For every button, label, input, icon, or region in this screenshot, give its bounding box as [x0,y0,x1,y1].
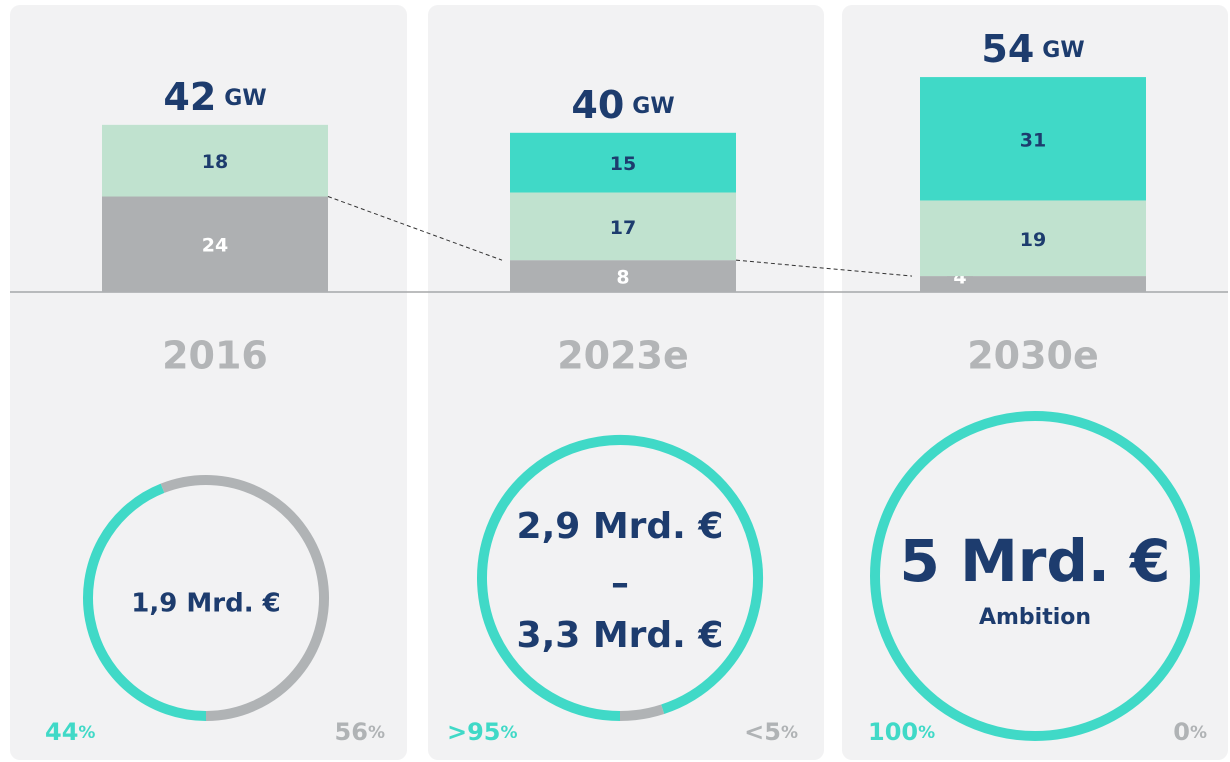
donut-arc [477,435,763,721]
bar-segment [920,200,1146,277]
total-label: 54 GW [981,27,1084,71]
donut-arc [160,475,329,721]
total-unit: GW [1042,38,1084,63]
percent-number: <5 [744,718,781,746]
donut-arc [83,483,207,721]
donut-arc [870,411,1200,741]
center-label: 1,9 Mrd. € [131,589,280,619]
total-value: 40 [571,82,624,126]
segment-label: 24 [202,235,228,257]
bar-segment [510,132,736,193]
segment-label: 8 [616,267,629,289]
year-label: 2016 [162,334,268,378]
bar-segment [102,196,328,292]
bar-segment [510,260,736,292]
segment-label: 17 [610,217,636,239]
center-label: – [611,563,629,604]
year-label: 2023e [557,334,689,378]
percent-unit: % [918,723,935,743]
segment-label: 31 [1020,129,1046,151]
percent-number: 0 [1173,718,1190,746]
percent-label: <5% [744,718,798,746]
percent-unit: % [501,723,518,743]
total-value: 54 [981,27,1034,71]
percent-number: 100 [868,718,918,746]
total-unit: GW [224,86,266,111]
bar-segment [510,192,736,261]
donut-arc [619,704,665,721]
percent-unit: % [781,723,798,743]
percent-unit: % [1190,723,1207,743]
total-value: 42 [163,74,216,118]
center-label: Ambition [979,605,1091,630]
connector [735,259,913,277]
center-label: 2,9 Mrd. € [517,506,724,547]
segment-label: 18 [202,151,228,173]
center-label: 3,3 Mrd. € [517,615,724,656]
percent-label: 44% [45,718,95,746]
bar-segment [920,77,1146,201]
bar-segment [102,124,328,197]
percent-label: >95% [447,718,518,746]
total-label: 40 GW [571,82,674,126]
percent-label: 100% [868,718,935,746]
segment-label: 15 [610,153,636,175]
bar-segment [920,276,1146,292]
percent-number: >95 [447,718,501,746]
percent-number: 56 [335,718,368,746]
percent-number: 44 [45,718,78,746]
percent-unit: % [78,723,95,743]
segment-label: 19 [1020,229,1046,251]
year-label: 2030e [967,334,1099,378]
center-label: 5 Mrd. € [900,527,1171,595]
total-label: 42 GW [163,74,266,118]
percent-label: 56% [335,718,385,746]
total-unit: GW [632,94,674,119]
connector [327,196,503,261]
percent-unit: % [368,723,385,743]
percent-label: 0% [1173,718,1207,746]
